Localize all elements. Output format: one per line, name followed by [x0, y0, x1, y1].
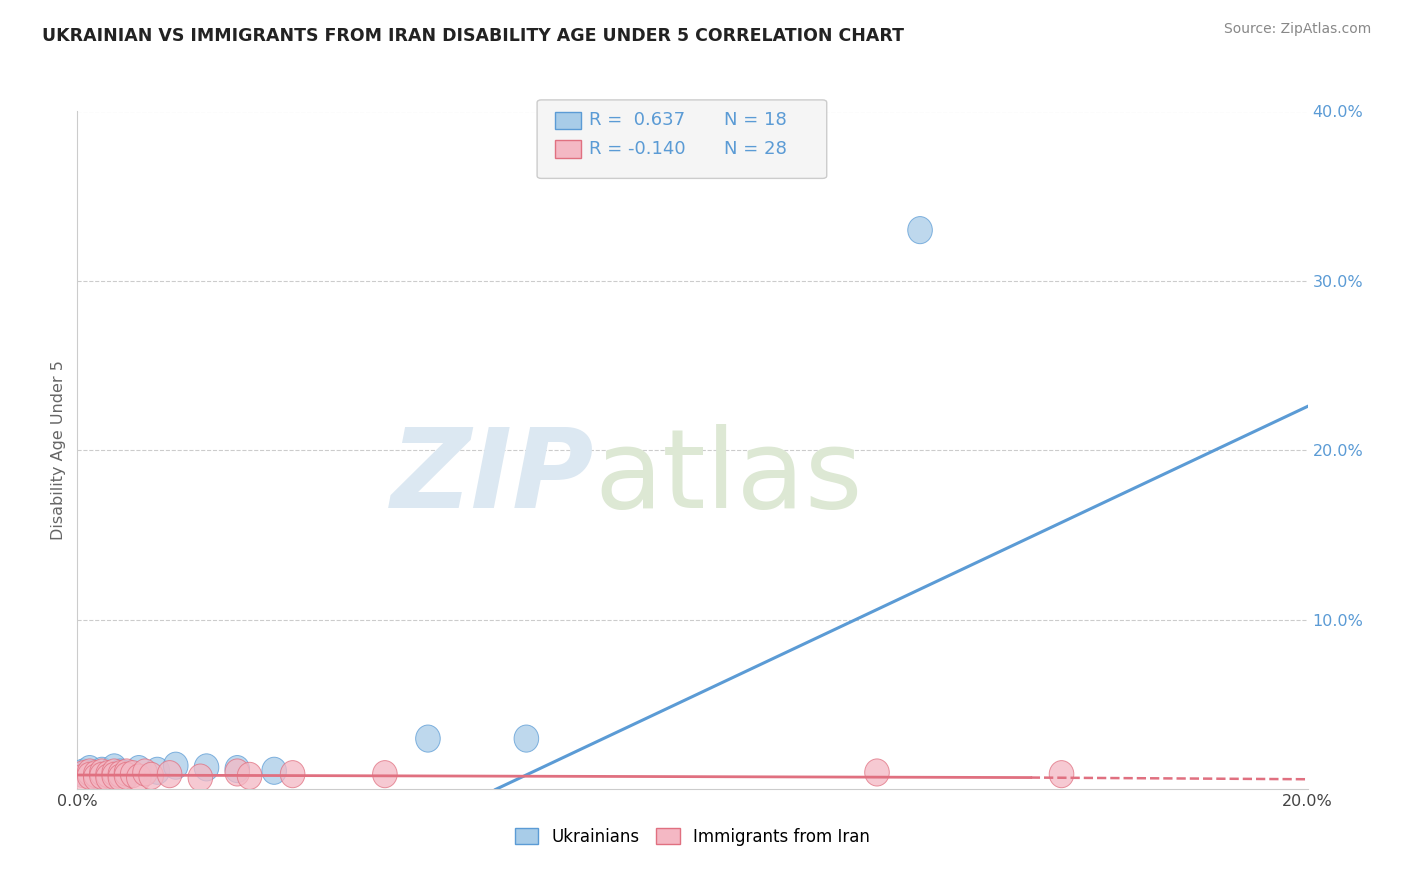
Text: ZIP: ZIP [391, 424, 595, 531]
Ellipse shape [157, 761, 181, 788]
Ellipse shape [90, 757, 114, 784]
Y-axis label: Disability Age Under 5: Disability Age Under 5 [51, 360, 66, 541]
Ellipse shape [103, 763, 127, 789]
Ellipse shape [83, 764, 108, 791]
Ellipse shape [262, 757, 287, 784]
Ellipse shape [416, 725, 440, 752]
Ellipse shape [373, 761, 398, 788]
Ellipse shape [114, 763, 139, 789]
Ellipse shape [96, 764, 121, 791]
Ellipse shape [515, 725, 538, 752]
Ellipse shape [77, 759, 103, 786]
Ellipse shape [145, 757, 170, 784]
Ellipse shape [96, 761, 121, 788]
Ellipse shape [238, 763, 262, 789]
Ellipse shape [225, 756, 250, 782]
Text: N = 28: N = 28 [724, 140, 787, 158]
Ellipse shape [108, 759, 132, 786]
Ellipse shape [90, 763, 114, 789]
Text: R = -0.140: R = -0.140 [589, 140, 686, 158]
Ellipse shape [90, 759, 114, 786]
Ellipse shape [163, 752, 188, 780]
Text: R =  0.637: R = 0.637 [589, 112, 685, 129]
Ellipse shape [108, 764, 132, 791]
Ellipse shape [114, 761, 139, 788]
Ellipse shape [103, 754, 127, 781]
Ellipse shape [127, 756, 152, 782]
Ellipse shape [77, 761, 103, 788]
Ellipse shape [127, 764, 152, 791]
Ellipse shape [132, 759, 157, 786]
Ellipse shape [139, 763, 163, 789]
Ellipse shape [83, 761, 108, 788]
Text: N = 18: N = 18 [724, 112, 787, 129]
Text: Source: ZipAtlas.com: Source: ZipAtlas.com [1223, 22, 1371, 37]
Text: atlas: atlas [595, 424, 862, 531]
Ellipse shape [83, 763, 108, 789]
Ellipse shape [72, 759, 96, 786]
Ellipse shape [225, 759, 250, 786]
Ellipse shape [114, 759, 139, 786]
Ellipse shape [72, 761, 96, 788]
Ellipse shape [121, 761, 145, 788]
Legend: Ukrainians, Immigrants from Iran: Ukrainians, Immigrants from Iran [509, 821, 876, 852]
Ellipse shape [108, 761, 132, 788]
Ellipse shape [1049, 761, 1074, 788]
Ellipse shape [72, 764, 96, 791]
Ellipse shape [865, 759, 890, 786]
Ellipse shape [280, 761, 305, 788]
Ellipse shape [194, 754, 219, 781]
Ellipse shape [103, 759, 127, 786]
Ellipse shape [77, 763, 103, 789]
Text: UKRAINIAN VS IMMIGRANTS FROM IRAN DISABILITY AGE UNDER 5 CORRELATION CHART: UKRAINIAN VS IMMIGRANTS FROM IRAN DISABI… [42, 27, 904, 45]
Ellipse shape [908, 217, 932, 244]
Ellipse shape [77, 756, 103, 782]
Ellipse shape [188, 764, 212, 791]
Ellipse shape [96, 764, 121, 791]
